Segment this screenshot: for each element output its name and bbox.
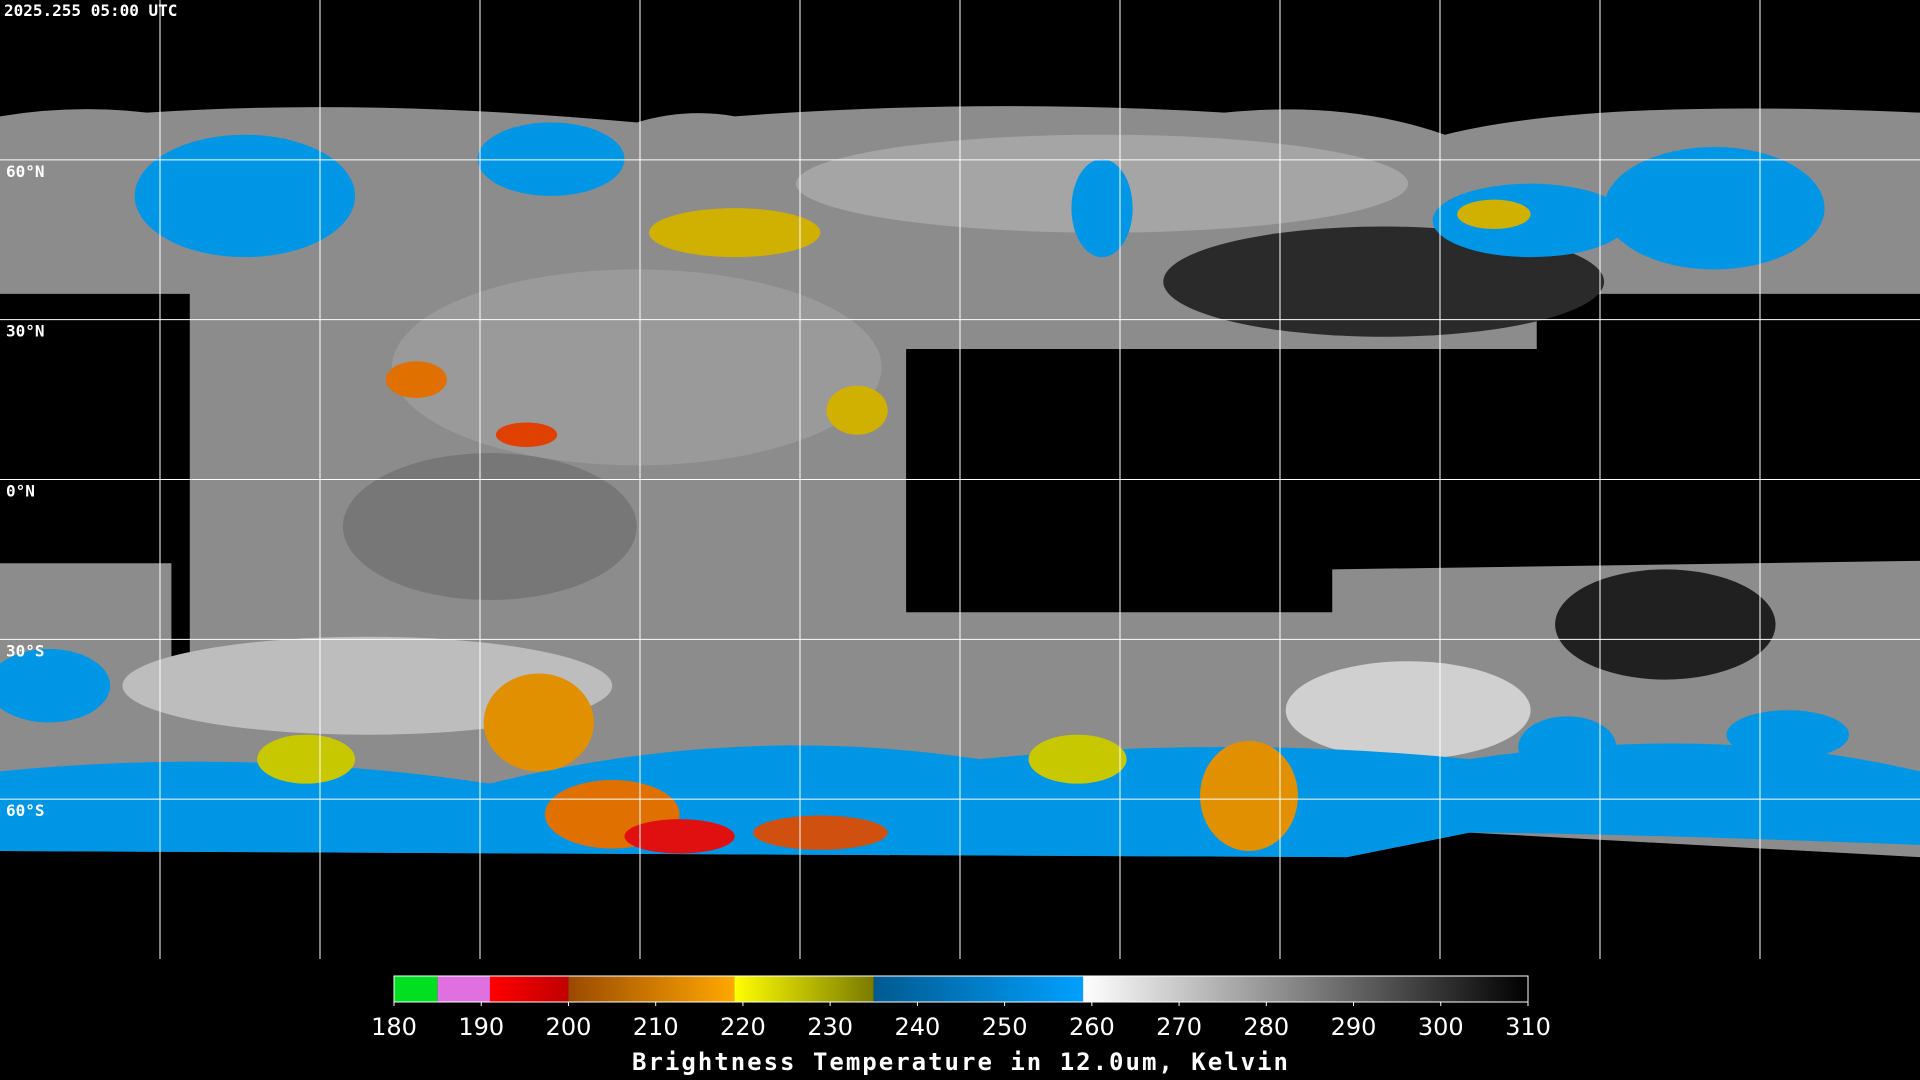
graticule: [0, 0, 1920, 959]
colorbar-tick-label: 240: [894, 1013, 940, 1041]
colorbar-segment: [437, 976, 490, 1002]
colorbar-tick-label: 230: [807, 1013, 853, 1041]
latitude-label: 30°S: [6, 641, 45, 660]
colorbar-segment: [873, 976, 1084, 1002]
colorbar-tick-label: 310: [1505, 1013, 1551, 1041]
latitude-label: 60°S: [6, 801, 45, 820]
colorbar-segment: [568, 976, 735, 1002]
latitude-label: 60°N: [6, 162, 45, 181]
colorbar-frame: [393, 975, 1529, 1003]
colorbar-tick-label: 220: [720, 1013, 766, 1041]
colorbar-segment: [734, 976, 874, 1002]
colorbar-tick-label: 180: [371, 1013, 417, 1041]
colorbar-tick-label: 300: [1418, 1013, 1464, 1041]
colorbar-tick-label: 260: [1069, 1013, 1115, 1041]
colorbar-tick-label: 210: [633, 1013, 679, 1041]
colorbar-segment: [1083, 976, 1528, 1002]
colorbar-tick-label: 200: [546, 1013, 592, 1041]
latitude-label: 30°N: [6, 322, 45, 341]
colorbar-segment: [489, 976, 569, 1002]
colorbar-tick-label: 290: [1331, 1013, 1377, 1041]
colorbar-tick-label: 250: [982, 1013, 1028, 1041]
colorbar-segment: [394, 976, 438, 1002]
colorbar-tick-label: 280: [1243, 1013, 1289, 1041]
colorbar-tick-label: 270: [1156, 1013, 1202, 1041]
latitude-label: 0°N: [6, 482, 35, 501]
colorbar-title: Brightness Temperature in 12.0um, Kelvin: [632, 1048, 1290, 1076]
colorbar-tick-label: 190: [458, 1013, 504, 1041]
timestamp: 2025.255 05:00 UTC: [4, 1, 177, 20]
